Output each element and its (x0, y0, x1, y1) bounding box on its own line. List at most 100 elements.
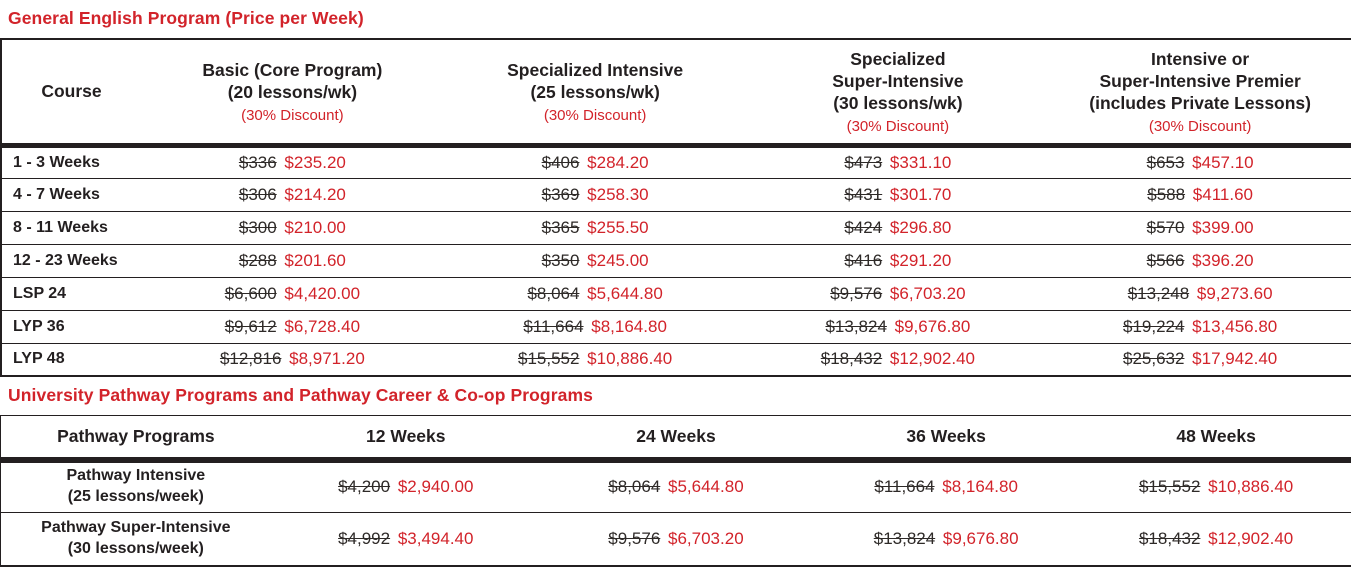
discounted-price: $4,420.00 (284, 283, 361, 303)
column-title: Specialized (850, 48, 946, 69)
pathway-programs-title: University Pathway Programs and Pathway … (8, 385, 593, 405)
24-weeks-column-header: 24 Weeks (540, 415, 812, 463)
price-cell: $588 $411.60 (1049, 177, 1351, 211)
column-title: Specialized Intensive (507, 59, 684, 80)
price-cell: $13,824 $9,676.80 (811, 512, 1082, 566)
column-title: 24 Weeks (636, 426, 716, 447)
program-name: Pathway Super-Intensive (41, 518, 231, 536)
original-price: $9,612 (224, 316, 277, 336)
original-price: $306 (238, 184, 277, 204)
discounted-price: $5,644.80 (587, 283, 663, 303)
discounted-price: $9,273.60 (1196, 283, 1273, 303)
course-label: 8 - 11 Weeks (1, 210, 141, 244)
price-cell: $4,992 $3,494.40 (270, 512, 541, 566)
original-price: $406 (541, 152, 580, 172)
original-price: $8,064 (608, 477, 661, 497)
discounted-price: $301.70 (889, 184, 952, 204)
original-price: $288 (238, 250, 277, 270)
price-cell: $12,816 $8,971.20 (141, 342, 444, 376)
pathway-programs-column-header: Pathway Programs (0, 415, 271, 463)
price-cell: $15,552 $10,886.40 (1081, 459, 1351, 513)
original-price: $566 (1146, 250, 1185, 270)
column-title: 36 Weeks (906, 426, 986, 447)
column-subtitle: (includes Private Lessons) (1089, 93, 1311, 114)
discounted-price: $245.00 (587, 250, 649, 270)
original-price: $473 (844, 152, 883, 172)
price-cell: $424 $296.80 (746, 210, 1050, 244)
discounted-price: $235.20 (284, 152, 346, 172)
discounted-price: $255.50 (587, 217, 649, 237)
course-label: 1 - 3 Weeks (1, 144, 141, 178)
program-name: Pathway Intensive (66, 467, 206, 485)
original-price: $18,432 (1138, 528, 1201, 548)
discount-note: (30% Discount) (1148, 117, 1252, 135)
price-cell: $336 $235.20 (141, 144, 444, 178)
price-cell: $300 $210.00 (141, 210, 444, 244)
basic-column-header: Basic (Core Program) (20 lessons/wk) (30… (141, 39, 444, 148)
48-weeks-column-header: 48 Weeks (1081, 415, 1351, 463)
price-cell: $369 $258.30 (443, 177, 747, 211)
original-price: $4,200 (338, 477, 391, 497)
discounted-price: $296.80 (889, 217, 952, 237)
discounted-price: $13,456.80 (1192, 316, 1278, 336)
price-cell: $431 $301.70 (746, 177, 1050, 211)
column-title: Pathway Programs (57, 426, 215, 447)
discounted-price: $10,886.40 (1208, 477, 1294, 497)
discounted-price: $258.30 (587, 184, 649, 204)
column-title: Super-Intensive (832, 71, 964, 92)
discounted-price: $6,703.20 (668, 528, 744, 548)
course-label: 12 - 23 Weeks (1, 243, 141, 277)
discounted-price: $12,902.40 (889, 349, 976, 369)
discounted-price: $6,703.20 (889, 283, 966, 303)
discounted-price: $214.20 (284, 184, 346, 204)
program-lessons: (25 lessons/week) (67, 488, 204, 506)
original-price: $25,632 (1122, 349, 1185, 369)
column-title: Super-Intensive Premier (1099, 71, 1301, 92)
price-cell: $566 $396.20 (1049, 243, 1351, 277)
original-price: $11,664 (874, 477, 935, 497)
original-price: $424 (844, 217, 883, 237)
course-label: 4 - 7 Weeks (1, 177, 141, 211)
original-price: $431 (844, 184, 883, 204)
original-price: $15,552 (517, 349, 580, 369)
original-price: $13,248 (1127, 283, 1190, 303)
price-cell: $4,200 $2,940.00 (270, 459, 541, 513)
price-cell: $350 $245.00 (443, 243, 747, 277)
original-price: $369 (541, 184, 580, 204)
original-price: $11,664 (523, 316, 584, 336)
column-title: 48 Weeks (1176, 426, 1256, 447)
general-program-title: General English Program (Price per Week) (8, 8, 364, 28)
column-title: 12 Weeks (366, 426, 446, 447)
price-cell: $18,432 $12,902.40 (746, 342, 1050, 376)
table-row: Pathway Super-Intensive (30 lessons/week… (0, 512, 1351, 566)
price-cell: $15,552 $10,886.40 (443, 342, 747, 376)
program-lessons: (30 lessons/week) (67, 539, 204, 557)
price-cell: $306 $214.20 (141, 177, 444, 211)
original-price: $15,552 (1138, 477, 1201, 497)
discounted-price: $17,942.40 (1192, 349, 1278, 369)
pathway-programs-table: Pathway Programs 12 Weeks 24 Weeks 36 We… (0, 415, 1351, 567)
column-title: Basic (Core Program) (202, 59, 383, 80)
table-row: 12 - 23 Weeks $288 $201.60 $350 $245.00 … (1, 243, 1351, 277)
general-program-table: Course Basic (Core Program) (20 lessons/… (0, 38, 1351, 377)
price-cell: $9,576 $6,703.20 (746, 276, 1050, 310)
specialized-intensive-column-header: Specialized Intensive (25 lessons/wk) (3… (443, 39, 747, 148)
discounted-price: $411.60 (1192, 184, 1253, 204)
table-row: 1 - 3 Weeks $336 $235.20 $406 $284.20 $4… (1, 144, 1351, 178)
original-price: $9,576 (830, 283, 883, 303)
price-cell: $13,248 $9,273.60 (1049, 276, 1351, 310)
table-row: 4 - 7 Weeks $306 $214.20 $369 $258.30 $4… (1, 177, 1351, 211)
discount-note: (30% Discount) (241, 106, 344, 124)
discounted-price: $8,164.80 (942, 477, 1018, 497)
discounted-price: $5,644.80 (668, 477, 744, 497)
table-row: LYP 36 $9,612 $6,728.40 $11,664 $8,164.8… (1, 309, 1351, 343)
table-row: LSP 24 $6,600 $4,420.00 $8,064 $5,644.80… (1, 276, 1351, 310)
price-cell: $653 $457.10 (1049, 144, 1351, 178)
original-price: $300 (238, 217, 277, 237)
original-price: $12,816 (219, 349, 282, 369)
table-row: 8 - 11 Weeks $300 $210.00 $365 $255.50 $… (1, 210, 1351, 244)
price-cell: $9,612 $6,728.40 (141, 309, 444, 343)
price-cell: $18,432 $12,902.40 (1081, 512, 1351, 566)
price-cell: $11,664 $8,164.80 (811, 459, 1082, 513)
